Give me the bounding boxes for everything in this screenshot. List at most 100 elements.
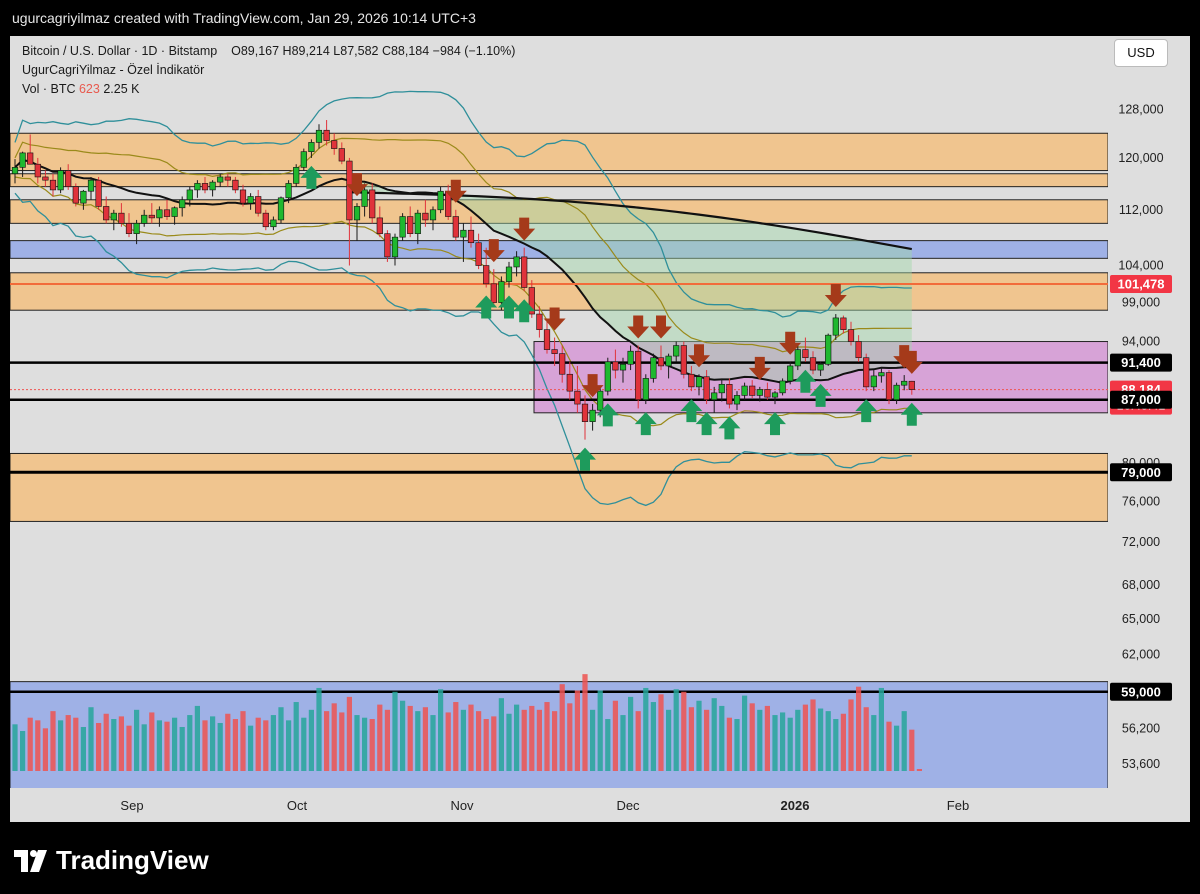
time-tick-label: Sep (120, 798, 143, 813)
down-arrow-icon (543, 307, 566, 331)
volume-bar (88, 707, 94, 771)
legend-volume-label[interactable]: Vol · BTC (22, 82, 76, 96)
volume-bar (149, 712, 155, 771)
candle-body (703, 376, 710, 401)
volume-bar (392, 691, 398, 771)
time-tick-label: Oct (287, 798, 308, 813)
candle-body (771, 392, 779, 398)
volume-layer (12, 674, 922, 771)
volume-bar (263, 720, 269, 771)
candle-body (125, 223, 133, 234)
volume-bar (483, 719, 489, 771)
candle-body (391, 236, 399, 258)
volume-bar (331, 703, 337, 771)
candle-body (680, 345, 687, 375)
candle-body (186, 189, 193, 201)
candle-body (407, 216, 414, 234)
down-arrow-icon (513, 217, 536, 241)
candle-body (893, 384, 900, 401)
price-label-text: 91,400 (1121, 355, 1161, 370)
volume-bar (787, 717, 793, 771)
price-label-box (1110, 463, 1172, 482)
legend-indicator[interactable]: UgurCagriYilmaz - Özel İndikatör (22, 63, 205, 77)
tradingview-logo[interactable]: TradingView (14, 845, 209, 876)
volume-bar (582, 674, 588, 771)
volume-bar (270, 715, 276, 771)
candle-body (118, 212, 125, 224)
candle-body (779, 380, 786, 394)
candle-body (589, 409, 596, 422)
candle-body (749, 385, 756, 396)
volume-bar (453, 702, 459, 771)
volume-bar (217, 722, 223, 771)
axes-layer: 128,000 120,000 112,000 104,000 99,000 94,000… (10, 36, 1190, 822)
price-chart[interactable]: 128,000 120,000 112,000 104,000 99,000 94,000… (10, 36, 1190, 822)
up-arrow-icon (475, 295, 498, 319)
price-label-box (1110, 353, 1172, 372)
candle-body (597, 390, 604, 411)
candle-body (718, 384, 725, 394)
volume-bar (878, 687, 884, 771)
candle-body (133, 223, 140, 234)
candle-body (794, 349, 801, 367)
volume-bar (476, 711, 482, 771)
currency-button[interactable]: USD (1114, 39, 1168, 67)
legend-symbol[interactable]: Bitcoin / U.S. Dollar · 1D · Bitstamp (22, 44, 218, 58)
legend-ohlc: O89,167 H89,214 L87,582 C88,184 −984 (−1… (231, 44, 516, 58)
volume-bar (80, 726, 86, 771)
candle-body (847, 329, 855, 342)
volume-bar (673, 689, 679, 771)
chart-legend: Bitcoin / U.S. Dollar · 1D · Bitstamp O8… (22, 42, 515, 99)
candle-body (80, 190, 87, 204)
chart-area[interactable]: 128,000 120,000 112,000 104,000 99,000 94,000… (10, 36, 1190, 822)
time-tick-label: Nov (450, 798, 474, 813)
candle-body (467, 229, 475, 244)
volume-bar (681, 691, 687, 771)
zone-orange-0 (10, 132, 1109, 172)
candle-body (460, 229, 467, 238)
moving-average-line (14, 159, 912, 384)
candle-body (285, 183, 292, 199)
volume-bar (635, 711, 641, 771)
candle-body (665, 355, 672, 367)
up-arrow-icon (794, 369, 817, 393)
candle-body (604, 361, 611, 392)
up-arrow-icon (596, 403, 619, 427)
candle-body (179, 199, 186, 209)
candle-body (756, 389, 763, 396)
candle-body (855, 341, 862, 359)
volume-bar (696, 700, 702, 771)
candle-body (209, 181, 216, 191)
chart-header: ugurcagriyilmaz created with TradingView… (0, 0, 1200, 36)
volume-bar (711, 698, 717, 771)
down-arrow-icon (779, 331, 802, 355)
candle-body (369, 189, 376, 219)
volume-bar (384, 709, 390, 771)
volume-bar (909, 729, 915, 771)
price-tick-label: 76,000 (1122, 494, 1160, 508)
price-tick-label: 104,000 (1118, 259, 1163, 273)
volume-bar (742, 695, 748, 771)
candle-body (901, 380, 908, 386)
up-arrow-icon (764, 412, 786, 436)
volume-bar (415, 711, 421, 771)
down-arrow-icon (346, 173, 368, 197)
price-label-text: 87,000 (1121, 392, 1161, 407)
down-arrow-icon (824, 284, 847, 308)
candle-body (483, 265, 490, 285)
volume-bar (628, 696, 634, 771)
volume-bar (574, 690, 580, 771)
trend-cloud (349, 180, 912, 383)
candle-body (72, 186, 79, 204)
legend-symbol-row: Bitcoin / U.S. Dollar · 1D · Bitstamp O8… (22, 42, 515, 61)
candle-body (201, 183, 209, 191)
candle-body (908, 380, 915, 390)
price-tick-label: 72,000 (1122, 535, 1160, 549)
candle-body (878, 372, 885, 377)
candle-body (34, 163, 41, 178)
volume-bar (73, 717, 79, 771)
up-arrow-icon (634, 412, 657, 436)
volume-bar (620, 715, 626, 771)
candle-body (270, 219, 277, 228)
volume-bar (597, 690, 603, 771)
